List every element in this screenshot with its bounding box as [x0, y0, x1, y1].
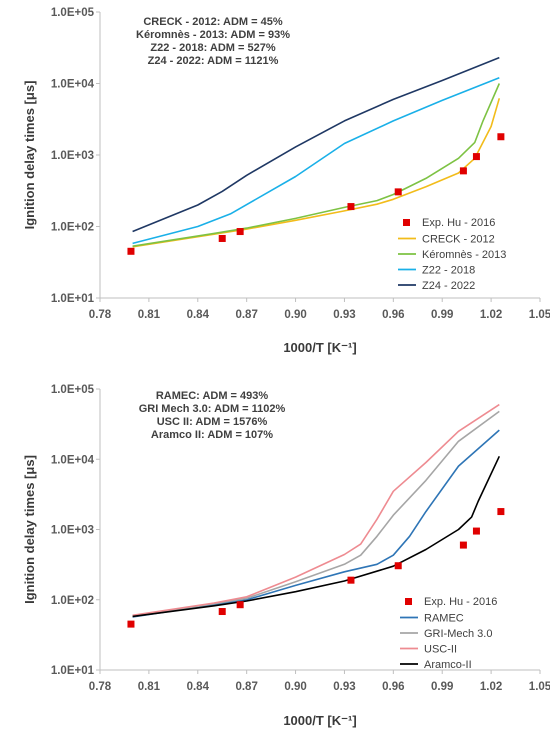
c2-y-tick-label: 1.0E+03	[51, 525, 94, 537]
c1-legend-label: Kéromnès - 2013	[422, 249, 506, 261]
c2-series-line-2	[132, 410, 500, 618]
c2-annotation: Aramco II: ADM = 107%	[151, 429, 273, 441]
c1-y-tick-label: 1.0E+03	[51, 150, 94, 162]
c1-y-tick-label: 1.0E+01	[51, 293, 95, 305]
c1-annotation: Z22 - 2018: ADM = 527%	[150, 42, 275, 54]
c2-x-tick-label: 0.81	[138, 681, 161, 693]
c2-x-tick-label: 0.90	[284, 681, 306, 693]
c1-exp-point	[236, 228, 244, 236]
c1-legend: Exp. Hu - 2016 CRECK - 2012 Kéromnès - 201…	[398, 217, 506, 292]
c1-x-tick-label: 0.87	[235, 309, 257, 321]
c1-x-tick-label: 0.99	[431, 309, 453, 321]
c1-x-tick-label: 1.05	[529, 309, 550, 321]
c2-series-line-1	[132, 429, 500, 618]
c1-y-tick-label: 1.0E+04	[51, 79, 95, 91]
c1-x-tick-label: 0.96	[382, 309, 404, 321]
c1-x-tick-label: 0.93	[333, 309, 355, 321]
c1-y-axis-title: Ignition delay times [μs]	[22, 81, 37, 230]
c2-legend-label: Exp. Hu - 2016	[424, 596, 497, 608]
c2-y-axis-title: Ignition delay times [μs]	[22, 455, 37, 604]
c1-x-tick-label: 0.81	[138, 309, 161, 321]
c2-exp-point	[236, 601, 244, 609]
c1-annotation: Kéromnès - 2013: ADM = 93%	[136, 29, 290, 41]
c2-x-tick-label: 1.02	[480, 681, 502, 693]
c2-y-tick-label: 1.0E+04	[51, 454, 95, 466]
c2-annotation: USC II: ADM = 1576%	[157, 416, 268, 428]
c2-x-tick-label: 0.99	[431, 681, 453, 693]
c1-axes: 1.0E+01 1.0E+02 1.0E+03 1.0E+04 1.0E+05 0.78 0…	[51, 7, 550, 321]
c2-exp-point	[459, 541, 467, 549]
c2-legend-label: GRI-Mech 3.0	[424, 628, 492, 640]
c1-legend-label: Z22 - 2018	[422, 265, 475, 277]
c2-x-tick-label: 1.05	[529, 681, 550, 693]
c2-series-line-3	[132, 403, 500, 617]
c1-x-tick-label: 0.84	[187, 309, 210, 321]
c1-y-tick-label: 1.0E+02	[51, 222, 94, 234]
c1-series-line-3	[132, 77, 500, 245]
c1-legend-label: Exp. Hu - 2016	[422, 217, 495, 229]
c1-exp-point	[497, 133, 505, 141]
c2-legend-marker	[405, 598, 412, 605]
c2-legend-label: Aramco-II	[424, 659, 472, 671]
c2-exp-point	[347, 576, 355, 584]
c1-legend-label: Z24 - 2022	[422, 280, 475, 292]
c2-legend: Exp. Hu - 2016 RAMEC GRI-Mech 3.0 USC-II Ara…	[400, 596, 497, 671]
c1-exp-point	[347, 203, 355, 211]
c1-annotation: CRECK - 2012: ADM = 45%	[143, 16, 282, 28]
c2-exp-point	[127, 620, 135, 628]
c2-exp-point	[218, 608, 226, 616]
c1-y-tick-label: 1.0E+05	[51, 7, 95, 19]
c1-legend-label: CRECK - 2012	[422, 234, 495, 246]
c2-x-tick-label: 0.87	[235, 681, 257, 693]
c1-x-axis-title: 1000/T [K⁻¹]	[283, 340, 356, 355]
c1-exp-point	[394, 188, 402, 196]
c1-legend-marker	[403, 219, 410, 226]
c1-exp-point	[472, 153, 480, 161]
c2-y-tick-label: 1.0E+01	[51, 665, 95, 677]
c1-x-tick-label: 1.02	[480, 309, 502, 321]
c2-y-tick-label: 1.0E+02	[51, 595, 94, 607]
c1-exp-point	[459, 167, 467, 175]
c2-x-axis-title: 1000/T [K⁻¹]	[283, 713, 356, 728]
c1-exp-point	[127, 247, 135, 255]
c1-x-tick-label: 0.90	[284, 309, 306, 321]
c1-series-line-4	[132, 56, 500, 233]
c2-annotation: GRI Mech 3.0: ADM = 1102%	[139, 403, 286, 415]
c2-x-tick-label: 0.84	[187, 681, 210, 693]
c2-x-tick-label: 0.96	[382, 681, 404, 693]
c2-legend-label: RAMEC	[424, 613, 464, 625]
c2-x-tick-label: 0.93	[333, 681, 355, 693]
chart-top: 1.0E+01 1.0E+02 1.0E+03 1.0E+04 1.0E+05 0.78 0…	[22, 7, 550, 355]
c2-exp-point	[394, 562, 402, 570]
c2-exp-point	[497, 508, 505, 516]
c2-axes: 1.0E+01 1.0E+02 1.0E+03 1.0E+04 1.0E+05 0.78 0…	[51, 384, 550, 693]
c1-x-tick-label: 0.78	[89, 309, 112, 321]
c2-series-line-4	[132, 455, 501, 618]
c2-legend-label: USC-II	[424, 644, 457, 656]
c2-annotation: RAMEC: ADM = 493%	[156, 390, 269, 402]
c2-x-tick-label: 0.78	[89, 681, 112, 693]
c1-exp-point	[218, 234, 226, 242]
c1-annotation: Z24 - 2022: ADM = 1121%	[148, 55, 279, 67]
chart-bottom: 1.0E+01 1.0E+02 1.0E+03 1.0E+04 1.0E+05 0.78 0…	[22, 384, 550, 728]
c2-exp-point	[472, 527, 480, 535]
c2-y-tick-label: 1.0E+05	[51, 384, 95, 396]
